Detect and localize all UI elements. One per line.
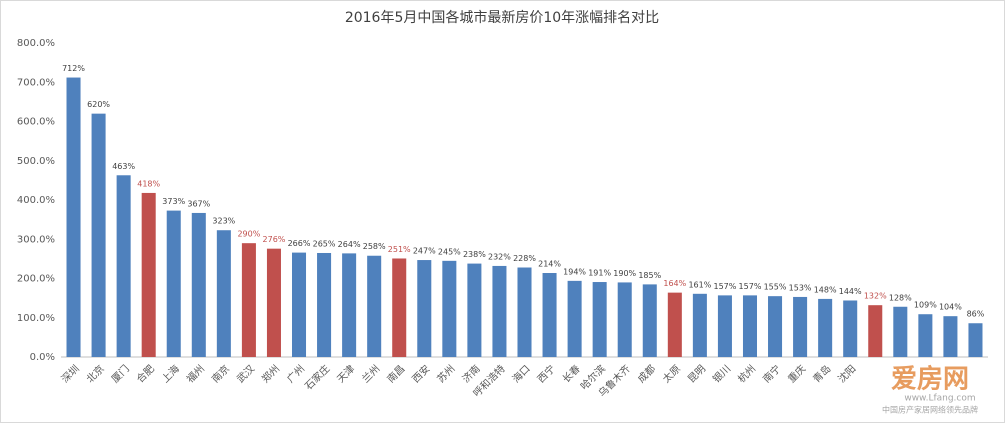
bar [417, 260, 432, 357]
y-tick-label: 200.0% [17, 274, 55, 285]
value-label: 86% [967, 310, 985, 319]
bar [392, 258, 407, 357]
value-label: 247% [413, 247, 436, 256]
value-label: 161% [688, 280, 711, 289]
bar [141, 192, 156, 357]
bar [517, 267, 532, 357]
value-label: 144% [839, 287, 862, 296]
value-label: 620% [87, 100, 110, 109]
bar [918, 314, 933, 357]
value-label: 265% [313, 239, 336, 248]
bar [542, 273, 557, 357]
value-label: 373% [162, 197, 185, 206]
y-tick-label: 600.0% [17, 117, 55, 128]
bar [843, 300, 858, 357]
value-label: 264% [338, 240, 361, 249]
bar [116, 175, 131, 357]
value-label: 228% [513, 254, 536, 263]
bar [367, 255, 382, 357]
y-tick-label: 100.0% [17, 313, 55, 324]
value-label: 185% [638, 271, 661, 280]
bar [216, 230, 231, 357]
bar [642, 284, 657, 357]
bar [717, 295, 732, 357]
value-label: 214% [538, 260, 561, 269]
watermark-slogan: 中国房产家居网络领先品牌 [882, 405, 978, 415]
bar [592, 282, 607, 357]
value-label: 128% [889, 293, 912, 302]
value-label: 148% [814, 285, 837, 294]
bar [742, 295, 758, 357]
bar [567, 280, 582, 357]
y-tick-label: 700.0% [17, 77, 55, 88]
value-label: 132% [864, 292, 887, 301]
bar [191, 212, 206, 357]
bar [342, 253, 357, 357]
value-label: 164% [663, 279, 686, 288]
value-label: 251% [388, 245, 411, 254]
value-label: 191% [588, 269, 611, 278]
value-label: 258% [363, 242, 386, 251]
bar [768, 296, 783, 357]
bar [492, 265, 507, 357]
value-label: 276% [263, 235, 286, 244]
value-label: 290% [237, 230, 260, 239]
bar [66, 77, 81, 357]
bar [943, 316, 958, 357]
value-label: 367% [187, 199, 210, 208]
value-label: 157% [739, 282, 762, 291]
bar [893, 306, 908, 357]
value-label: 232% [488, 252, 511, 261]
y-tick-label: 800.0% [17, 38, 55, 49]
y-tick-label: 500.0% [17, 156, 55, 167]
bar [266, 248, 281, 357]
value-label: 190% [613, 269, 636, 278]
bar [442, 260, 457, 357]
value-label: 104% [939, 303, 962, 312]
bar [317, 252, 332, 357]
bar [868, 305, 883, 357]
value-label: 194% [563, 267, 586, 276]
bar [617, 282, 632, 357]
value-label: 323% [212, 217, 235, 226]
value-label: 712% [62, 64, 85, 73]
value-label: 157% [713, 282, 736, 291]
bar [667, 292, 682, 357]
bar [467, 263, 482, 357]
bar [166, 210, 181, 357]
value-label: 238% [463, 250, 486, 259]
watermark-url: www.Lfang.com [904, 394, 975, 404]
value-label: 109% [914, 301, 937, 310]
bar [818, 298, 833, 357]
value-label: 463% [112, 162, 135, 171]
y-tick-label: 400.0% [17, 195, 55, 206]
y-tick-label: 300.0% [17, 234, 55, 245]
bar [692, 293, 707, 357]
watermark: 爱房网 www.Lfang.com 中国房产家居网络领先品牌 [882, 365, 978, 415]
bar [793, 296, 808, 357]
value-label: 155% [764, 283, 787, 292]
value-label: 418% [137, 179, 160, 188]
value-label: 245% [438, 247, 461, 256]
y-tick-label: 0.0% [30, 352, 55, 363]
chart-title: 2016年5月中国各城市最新房价10年涨幅排名对比 [345, 9, 659, 26]
bar [968, 323, 983, 357]
bar [291, 252, 307, 357]
value-label: 266% [288, 239, 311, 248]
bar [91, 113, 106, 358]
bar [241, 243, 256, 357]
watermark-brand: 爱房网 [891, 365, 969, 395]
value-label: 153% [789, 283, 812, 292]
